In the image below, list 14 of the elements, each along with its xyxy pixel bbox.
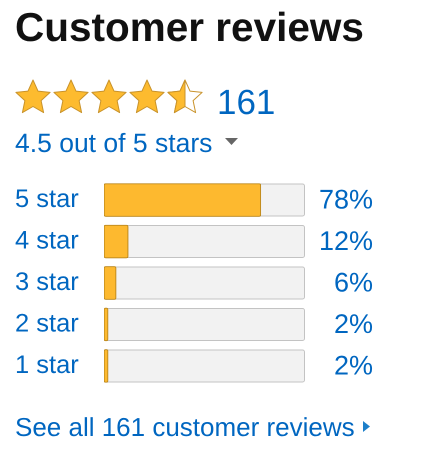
text: 161 (217, 83, 276, 122)
y-tick-label: 2 star (15, 310, 80, 338)
y-tick-label: 1 star (15, 350, 80, 379)
y-tick-label: 4 star (15, 226, 80, 255)
data-label: 2% (334, 308, 373, 339)
data-label: 2% (334, 350, 373, 380)
text: See all 161 customer reviews (15, 412, 355, 442)
data-label: 78% (318, 184, 373, 214)
text: 4.5 out of 5 stars (15, 128, 212, 158)
chart-title: Customer reviews (15, 4, 364, 50)
data-label: 6% (334, 267, 373, 298)
y-tick-label: 5 star (15, 185, 80, 214)
data-label: 12% (318, 226, 373, 256)
y-tick-label: 3 star (15, 268, 80, 296)
